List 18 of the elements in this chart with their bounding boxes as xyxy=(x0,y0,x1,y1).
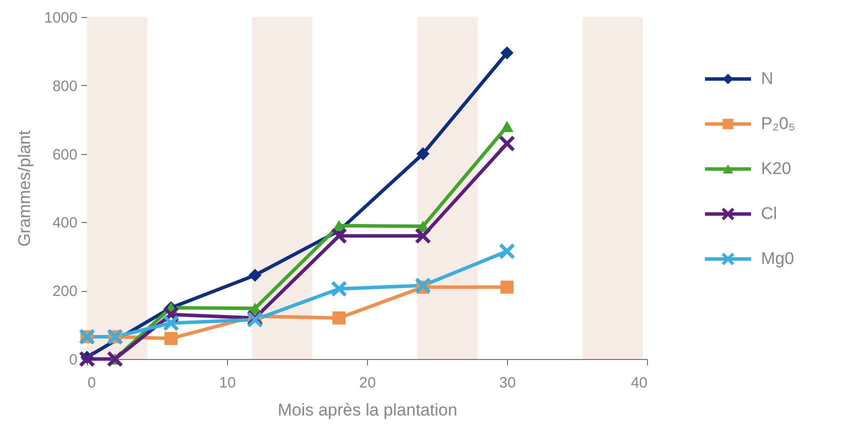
y-tick-label: 200 xyxy=(52,283,78,300)
x-tick-label: 20 xyxy=(359,374,376,392)
legend-label: K20 xyxy=(761,159,792,178)
legend-label: P₂0₅ xyxy=(761,114,796,133)
y-tick-label: 400 xyxy=(52,214,78,232)
legend-label: Cl xyxy=(761,204,778,223)
legend-label: Mg0 xyxy=(761,249,794,268)
y-axis-title: Grammes/plant xyxy=(15,130,34,247)
legend-label: N xyxy=(761,69,774,88)
y-tick-label: 1000 xyxy=(44,10,78,26)
x-tick-label: 0 xyxy=(88,374,96,392)
x-tick-label: 10 xyxy=(219,374,236,392)
x-axis-title: Mois après la plantation xyxy=(278,400,458,420)
y-tick-label: 0 xyxy=(69,352,78,368)
x-tick-label: 30 xyxy=(499,374,516,392)
x-tick-label: 40 xyxy=(630,374,648,392)
y-tick-label: 600 xyxy=(52,146,78,164)
y-tick-label: 800 xyxy=(52,78,78,95)
